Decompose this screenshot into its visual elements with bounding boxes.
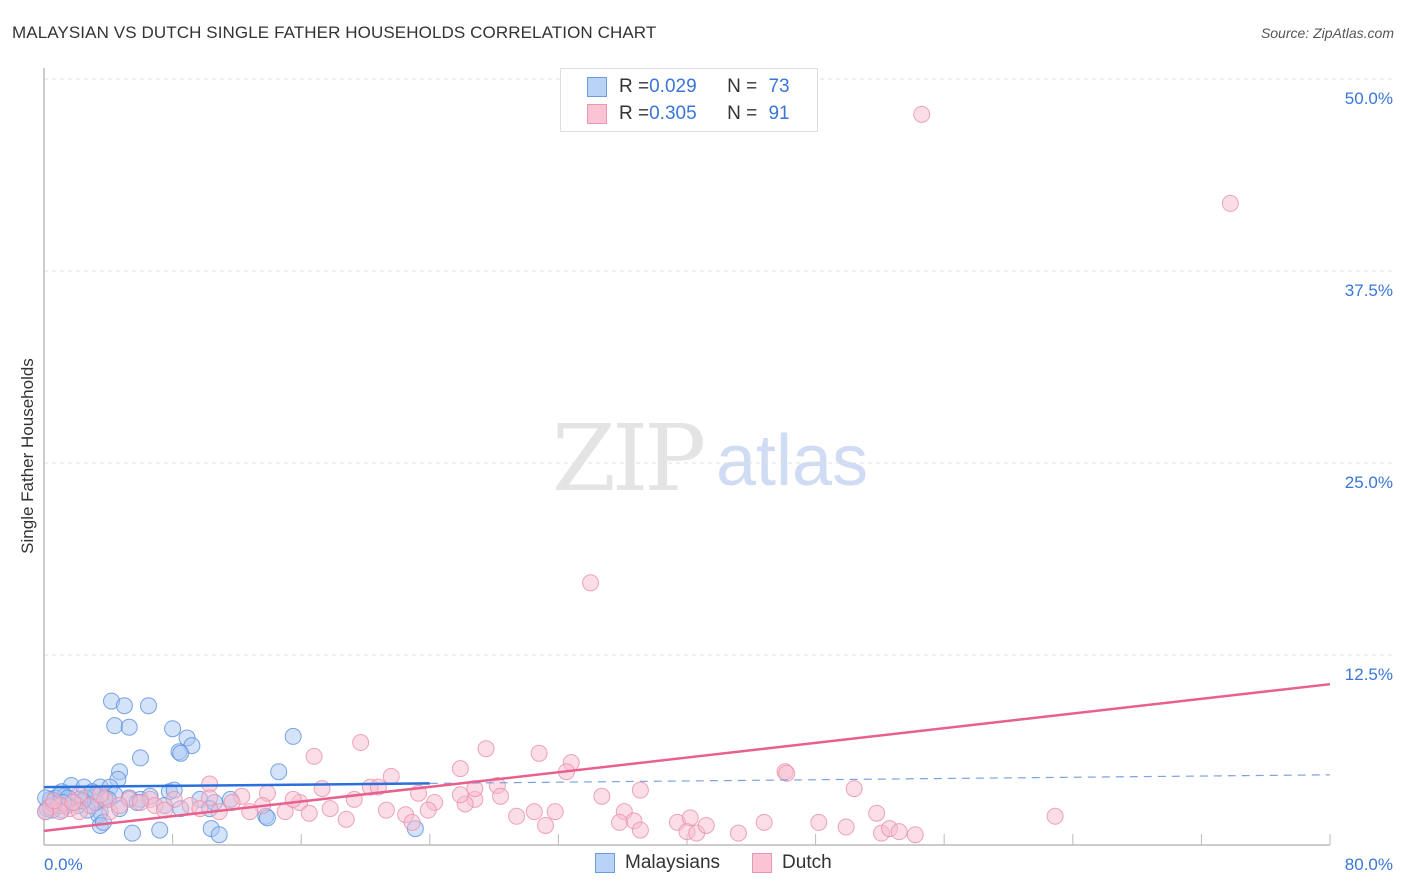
dutch-point [546,803,564,821]
n-label: N = [727,103,763,124]
malaysians-trend-line [43,782,430,789]
dutch-point [403,813,421,831]
dutch-point [1046,807,1064,825]
dutch-point [913,105,931,123]
dutch-point [582,574,600,592]
dutch-point [525,803,543,821]
dutch-point [382,767,400,785]
legend-item-malaysians[interactable]: Malaysians [595,852,720,874]
malaysians-point [139,697,157,715]
dutch-point [610,813,628,831]
dutch-swatch [752,853,773,873]
r-label: R = [619,103,650,124]
dutch-point [305,747,323,765]
dutch-point [778,764,796,782]
series-legend: Malaysians Dutch [595,852,864,874]
watermark-zip: ZIP [552,405,706,512]
dutch-point [681,809,699,827]
r-label: R = [619,76,650,97]
dutch-point [451,786,469,804]
malaysians-point [270,763,288,781]
malaysians-swatch [587,77,607,97]
dutch-point [111,797,129,815]
dutch-point [508,807,526,825]
malaysians-swatch [595,853,615,873]
stats-legend: R = 0.029 N = 73 R = 0.305 N = 91 [560,68,818,132]
malaysians-point [120,718,138,736]
dutch-point [91,786,109,804]
malaysians-point [131,749,149,767]
dutch-point [868,804,886,822]
legend-label: Malaysians [625,852,721,873]
r-value: 0.029 [649,76,697,97]
dutch-point [631,821,649,839]
legend-item-dutch[interactable]: Dutch [752,852,832,874]
dutch-point [419,801,437,819]
dutch-point [284,790,302,808]
dutch-point [352,734,370,752]
malaysians-point [210,826,228,844]
n-label: N = [727,76,763,97]
malaysians-point [164,720,182,738]
dutch-point [300,804,318,822]
malaysians-point [151,821,169,839]
dutch-point [201,789,219,807]
y-tick-label: 50.0% [1345,89,1393,108]
dutch-point [45,792,63,810]
dutch-point [906,826,924,844]
malaysians-point [172,744,190,762]
n-value: 91 [768,103,790,124]
dutch-point [729,824,747,842]
malaysians-point [106,717,124,735]
dutch-point [537,816,555,834]
dutch-point [131,793,149,811]
dutch-point [631,781,649,799]
dutch-point [477,740,495,758]
malaysians-trend-extension [429,774,1331,785]
legend-row-dutch: R = 0.305 N = 91 [587,101,790,127]
dutch-point [530,744,548,762]
malaysians-point [115,697,133,715]
malaysians-point [123,824,141,842]
dutch-point [377,801,395,819]
x-tick-label: 80.0% [1345,855,1393,874]
dutch-point [451,760,469,778]
dutch-swatch [587,104,607,124]
dutch-point [837,818,855,836]
legend-row-malaysians: R = 0.029 N = 73 [587,74,790,100]
watermark-atlas: atlas [716,421,869,501]
y-tick-label: 12.5% [1345,665,1393,684]
dutch-point [165,790,183,808]
r-value: 0.305 [649,103,697,124]
legend-label: Dutch [782,852,832,873]
dutch-point [321,800,339,818]
dutch-point [593,787,611,805]
dutch-point [492,787,510,805]
dutch-point [64,793,82,811]
dutch-point [890,823,908,841]
source-label: Source: ZipAtlas.com [1260,25,1394,41]
n-value: 73 [768,76,790,97]
chart-title: MALAYSIAN VS DUTCH SINGLE FATHER HOUSEHO… [12,23,657,42]
malaysians-point [284,727,302,745]
y-tick-label: 25.0% [1345,473,1393,492]
dutch-point [1221,194,1239,212]
dutch-trend-line [43,682,1331,833]
dutch-point [313,780,331,798]
dutch-point [755,813,773,831]
dutch-point [845,780,863,798]
dutch-point [697,816,715,834]
dutch-point [810,813,828,831]
dutch-point [337,810,355,828]
y-tick-label: 37.5% [1345,281,1393,300]
x-tick-label: 0.0% [44,855,83,874]
